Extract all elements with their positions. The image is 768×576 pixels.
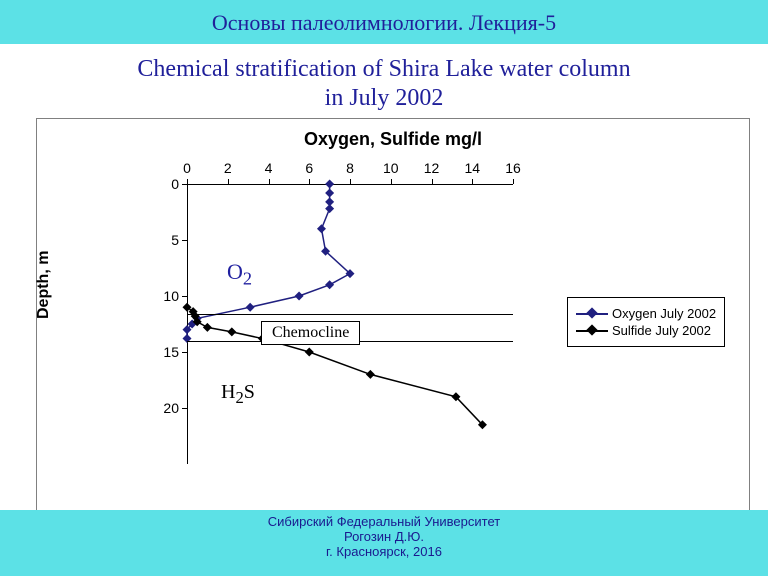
chart-frame: Oxygen, Sulfide mg/l Depth, m 0 2 4 6 8 10 12 1… xyxy=(36,118,750,520)
x-tick-label: 14 xyxy=(464,160,480,176)
legend: Oxygen July 2002 Sulfide July 2002 xyxy=(567,297,725,347)
annotation-h2s: H2S xyxy=(221,381,255,408)
legend-item: Sulfide July 2002 xyxy=(576,323,716,338)
y-tick-label: 20 xyxy=(157,400,179,416)
footer-line-3: г. Красноярск, 2016 xyxy=(0,544,768,559)
x-tick-label: 0 xyxy=(183,160,191,176)
slide-subtitle: Chemical stratification of Shira Lake wa… xyxy=(0,55,768,113)
x-tick-label: 6 xyxy=(305,160,313,176)
footer-line-2: Рогозин Д.Ю. xyxy=(0,529,768,544)
y-tick-label: 10 xyxy=(157,288,179,304)
legend-item: Oxygen July 2002 xyxy=(576,306,716,321)
x-tick-label: 2 xyxy=(224,160,232,176)
chemocline-label: Chemocline xyxy=(261,321,360,345)
header-title: Основы палеолимнологии. Лекция-5 xyxy=(0,10,768,36)
x-tick-label: 10 xyxy=(383,160,399,176)
chemocline-line xyxy=(187,314,513,315)
annotation-o2: O2 xyxy=(227,259,252,289)
chart-y-label: Depth, m xyxy=(35,251,53,319)
x-tick-label: 8 xyxy=(346,160,354,176)
y-tick-label: 0 xyxy=(157,176,179,192)
y-tick-label: 15 xyxy=(157,344,179,360)
footer-line-1: Сибирский Федеральный Университет xyxy=(0,514,768,529)
y-tick-label: 5 xyxy=(157,232,179,248)
subtitle-line-1: Chemical stratification of Shira Lake wa… xyxy=(137,56,630,82)
footer-band: Сибирский Федеральный Университет Рогози… xyxy=(0,510,768,576)
x-tick-label: 16 xyxy=(505,160,521,176)
x-tick-label: 4 xyxy=(265,160,273,176)
x-tick-label: 12 xyxy=(424,160,440,176)
subtitle-line-2: in July 2002 xyxy=(325,85,444,111)
plot-area: 024681012141605101520ChemoclineO2H2S xyxy=(187,184,513,464)
chart-x-title: Oxygen, Sulfide mg/l xyxy=(37,129,749,150)
